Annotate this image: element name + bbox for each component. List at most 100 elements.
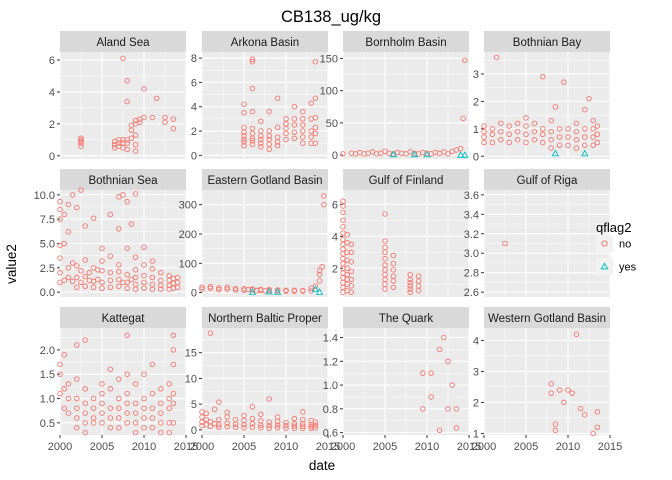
- data-point-no: [82, 410, 88, 416]
- data-point-no: [124, 77, 130, 84]
- y-tick-label: 4: [49, 87, 55, 99]
- y-axis-title: value2: [4, 244, 19, 284]
- data-point-no: [149, 281, 156, 288]
- x-tick-label: 2000: [331, 441, 355, 453]
- data-point-no: [61, 352, 67, 358]
- data-point-no: [124, 371, 130, 377]
- data-point-no: [149, 266, 156, 272]
- data-point-no: [514, 137, 521, 143]
- facet-panel-9: Kattegat 0.5 1.0 1.5 2.0 2000 2005 2010 2015: [40, 307, 198, 453]
- data-point-no: [141, 244, 147, 251]
- data-point-no: [74, 342, 80, 348]
- data-point-no: [258, 425, 264, 431]
- data-point-no: [207, 418, 214, 425]
- y-tick-label: 1.0: [323, 380, 338, 392]
- data-point-no: [266, 108, 272, 115]
- data-point-no: [82, 420, 88, 426]
- data-point-no: [556, 126, 563, 132]
- data-point-no: [415, 273, 422, 279]
- data-point-no: [540, 73, 546, 80]
- data-point-no: [74, 204, 80, 211]
- data-point-no: [69, 192, 76, 198]
- legend-symbol-no: [601, 240, 608, 247]
- data-point-no: [300, 122, 306, 128]
- data-point-no: [162, 114, 168, 121]
- y-tick-label: 2: [473, 397, 479, 409]
- data-point-no: [531, 137, 538, 143]
- data-point-no: [316, 271, 323, 278]
- data-point-no: [590, 430, 596, 437]
- data-point-no: [174, 274, 181, 281]
- data-point-no: [291, 287, 298, 294]
- y-tick-label: 50: [326, 118, 338, 130]
- y-tick-label: 7.5: [40, 214, 55, 226]
- data-point-no: [241, 421, 247, 428]
- data-point-no: [274, 95, 281, 101]
- data-point-no: [78, 137, 84, 143]
- data-point-no: [348, 289, 355, 295]
- facet-strip-label: Kattegat: [102, 313, 146, 325]
- data-point-no: [274, 425, 281, 431]
- data-point-no: [445, 151, 451, 157]
- data-point-no: [344, 231, 350, 238]
- data-point-no: [249, 424, 256, 431]
- data-point-no: [548, 390, 554, 396]
- data-point-no: [132, 254, 139, 260]
- facet-strip-label: Gulf of Finland: [369, 175, 444, 187]
- data-point-no: [514, 120, 521, 127]
- data-point-no: [382, 244, 388, 251]
- data-point-no: [116, 268, 122, 275]
- legend-key-yes: [596, 258, 613, 275]
- data-point-no: [57, 216, 63, 222]
- data-point-no: [428, 394, 434, 400]
- y-tick-label: 2: [49, 119, 55, 131]
- x-tick-label: 2010: [274, 441, 298, 453]
- facet-panel-12: Western Gotland Basin 1 2 3 4 2000 2005 2010 201…: [472, 307, 622, 453]
- data-point-no: [506, 131, 512, 138]
- data-point-no: [99, 410, 105, 416]
- facet-panel-8: Gulf of Riga 2.6 2.8 3.0 3.2 3.4 3.6: [464, 169, 611, 299]
- data-point-no: [61, 386, 67, 392]
- data-point-no: [158, 400, 164, 407]
- data-point-no: [124, 400, 130, 407]
- y-tick-label: 15: [185, 348, 197, 360]
- data-point-no: [258, 128, 264, 134]
- facet-panel-6: Eastern Gotland Basin 0 100 200 300: [179, 169, 329, 300]
- x-tick-label: 2015: [174, 441, 198, 453]
- data-point-no: [128, 135, 135, 141]
- data-point-no: [594, 123, 601, 129]
- data-point-no: [107, 277, 114, 284]
- data-point-no: [312, 95, 319, 101]
- data-point-no: [65, 410, 72, 416]
- data-point-no: [199, 414, 205, 420]
- y-tick-label: 6: [332, 199, 338, 211]
- data-point-no: [199, 286, 205, 292]
- facet-strip-label: Eastern Gotland Basin: [207, 175, 322, 187]
- data-point-no: [552, 104, 559, 110]
- data-point-no: [556, 134, 563, 140]
- data-point-no: [573, 120, 580, 127]
- data-point-no: [258, 118, 264, 125]
- facet-strip-label: Aland Sea: [96, 37, 150, 49]
- x-tick-label: 2005: [373, 441, 397, 453]
- data-point-no: [166, 429, 172, 436]
- data-point-no: [316, 278, 323, 284]
- facet-strip: [484, 31, 610, 52]
- data-point-no: [540, 126, 546, 132]
- data-point-no: [489, 126, 496, 132]
- data-point-no: [158, 410, 164, 416]
- x-tick-label: 2000: [472, 441, 496, 453]
- data-point-no: [249, 403, 256, 410]
- data-point-no: [241, 133, 247, 139]
- data-point-no: [498, 128, 504, 135]
- facet-strip: [202, 307, 328, 328]
- data-point-no: [232, 424, 239, 431]
- y-tick-label: 2.6: [464, 287, 479, 299]
- data-point-no: [65, 229, 72, 235]
- data-point-no: [241, 101, 247, 108]
- data-point-no: [61, 405, 67, 412]
- data-point-no: [82, 400, 88, 407]
- data-point-no: [249, 415, 256, 422]
- data-point-no: [561, 79, 567, 85]
- data-point-no: [266, 419, 272, 425]
